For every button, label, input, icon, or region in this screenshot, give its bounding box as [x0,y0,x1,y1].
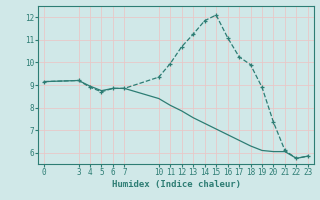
X-axis label: Humidex (Indice chaleur): Humidex (Indice chaleur) [111,180,241,189]
